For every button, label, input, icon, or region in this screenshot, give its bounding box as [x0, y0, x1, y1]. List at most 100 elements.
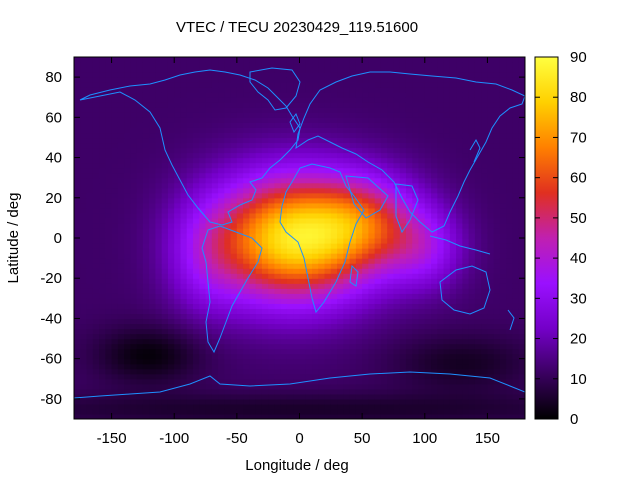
heatmap-cell [405, 338, 413, 345]
heatmap-cell [449, 413, 457, 419]
heatmap-cell [349, 373, 357, 380]
heatmap-cell [142, 222, 150, 229]
heatmap-cell [462, 288, 470, 294]
heatmap-cell [468, 107, 476, 113]
heatmap-cell [105, 353, 113, 360]
heatmap-cell [349, 273, 357, 279]
heatmap-cell [449, 172, 457, 179]
heatmap-cell [199, 142, 207, 149]
heatmap-cell [99, 62, 106, 68]
heatmap-cell [362, 67, 369, 73]
heatmap-cell [274, 263, 282, 269]
heatmap-cell [155, 253, 163, 259]
heatmap-cell [105, 122, 113, 128]
heatmap-cell [274, 238, 282, 244]
heatmap-cell [449, 243, 457, 249]
heatmap-cell [193, 368, 200, 375]
heatmap-cell [117, 238, 125, 244]
heatmap-cell [330, 333, 338, 340]
heatmap-cell [180, 162, 188, 169]
heatmap-cell [243, 117, 250, 123]
heatmap-cell [92, 288, 100, 294]
heatmap-cell [211, 268, 219, 274]
heatmap-cell [343, 202, 351, 209]
heatmap-cell [362, 328, 369, 335]
heatmap-cell [124, 403, 131, 410]
heatmap-cell [468, 102, 476, 108]
heatmap-cell [337, 127, 344, 134]
heatmap-cell [280, 142, 288, 149]
heatmap-cell [236, 323, 244, 330]
heatmap-cell [493, 187, 501, 194]
heatmap-cell [193, 408, 200, 415]
heatmap-cell [343, 243, 351, 249]
heatmap-cell [211, 388, 219, 395]
heatmap-cell [218, 97, 225, 103]
heatmap-cell [193, 67, 200, 73]
heatmap-cell [136, 353, 144, 360]
heatmap-cell [349, 258, 357, 264]
heatmap-cell [299, 318, 307, 325]
heatmap-cell [343, 162, 351, 169]
heatmap-cell [405, 408, 413, 415]
heatmap-cell [80, 258, 88, 264]
heatmap-cell [86, 343, 94, 350]
heatmap-cell [99, 162, 106, 169]
heatmap-cell [312, 238, 319, 244]
heatmap-cell [468, 72, 476, 78]
heatmap-cell [268, 248, 276, 254]
heatmap-cell [161, 388, 169, 395]
heatmap-cell [224, 393, 232, 400]
heatmap-cell [405, 157, 413, 164]
heatmap-cell [330, 177, 338, 184]
heatmap-cell [99, 323, 106, 330]
heatmap-cell [493, 323, 501, 330]
heatmap-cell [218, 127, 225, 134]
heatmap-cell [180, 117, 188, 123]
heatmap-cell [355, 258, 363, 264]
heatmap-cell [130, 137, 138, 144]
heatmap-cell [167, 77, 175, 83]
heatmap-cell [405, 102, 413, 108]
heatmap-cell [218, 162, 225, 169]
heatmap-cell [243, 268, 250, 274]
heatmap-cell [243, 77, 250, 83]
heatmap-cell [186, 92, 194, 98]
heatmap-cell [468, 408, 476, 415]
heatmap-cell [299, 363, 307, 370]
heatmap-cell [155, 192, 163, 199]
heatmap-cell [117, 57, 125, 63]
heatmap-cell [474, 243, 482, 249]
heatmap-cell [286, 398, 294, 405]
heatmap-cell [199, 137, 207, 144]
heatmap-cell [255, 222, 263, 229]
heatmap-cell [343, 398, 351, 405]
heatmap-cell [305, 248, 313, 254]
heatmap-cell [224, 172, 232, 179]
heatmap-cell [243, 142, 250, 149]
heatmap-cell [368, 212, 376, 219]
heatmap-cell [124, 167, 131, 174]
heatmap-cell [280, 72, 288, 78]
heatmap-cell [374, 212, 382, 219]
heatmap-cell [243, 323, 250, 330]
heatmap-cell [349, 232, 357, 239]
heatmap-cell [193, 238, 200, 244]
heatmap-cell [261, 253, 269, 259]
heatmap-cell [92, 137, 100, 144]
heatmap-cell [499, 238, 507, 244]
heatmap-cell [174, 323, 182, 330]
heatmap-cell [124, 288, 131, 294]
heatmap-cell [180, 238, 188, 244]
heatmap-cell [280, 197, 288, 204]
heatmap-cell [343, 197, 351, 204]
heatmap-cell [368, 172, 376, 179]
heatmap-cell [124, 383, 131, 390]
heatmap-cell [261, 192, 269, 199]
heatmap-cell [193, 403, 200, 410]
heatmap-cell [99, 137, 106, 144]
heatmap-cell [405, 202, 413, 209]
heatmap-cell [443, 72, 451, 78]
heatmap-cell [199, 147, 207, 154]
heatmap-cell [374, 177, 382, 184]
